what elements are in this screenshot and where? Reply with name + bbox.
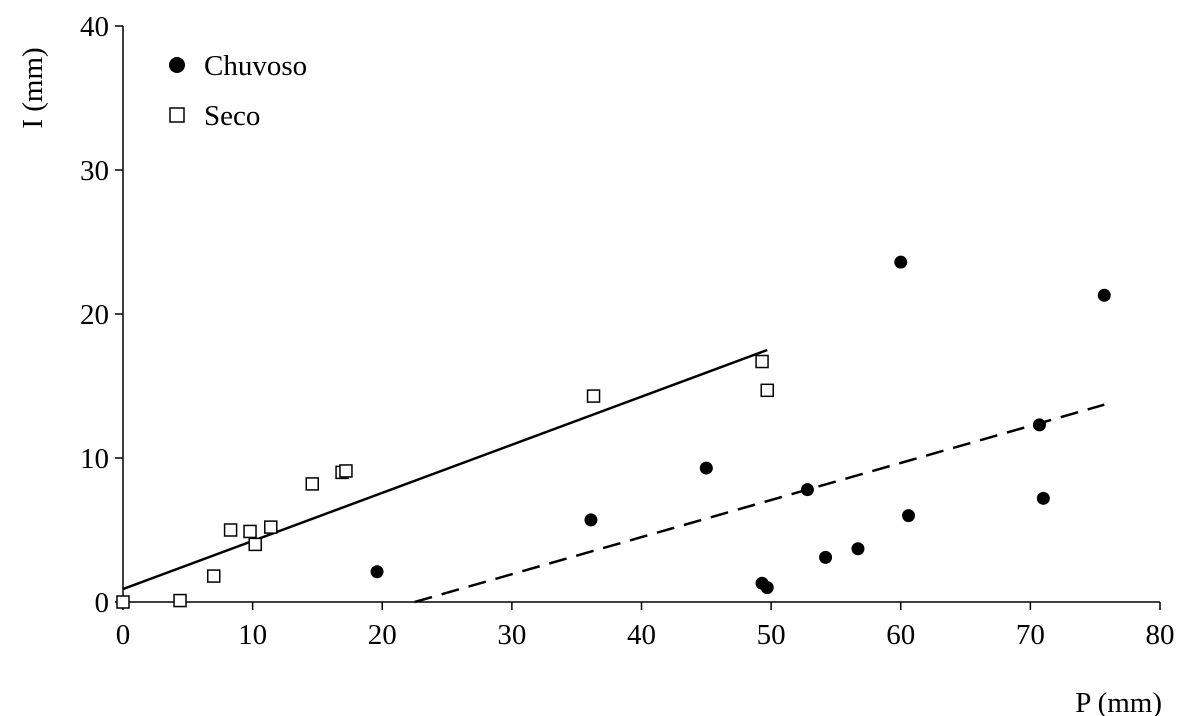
x-tick-label: 30	[497, 619, 526, 651]
x-tick-label: 0	[116, 619, 131, 651]
trendline-seco	[122, 348, 768, 591]
legend-label-seco: Seco	[204, 100, 260, 132]
point-chuvoso	[699, 461, 713, 475]
point-chuvoso	[800, 483, 814, 497]
point-seco	[755, 354, 769, 369]
point-chuvoso	[851, 542, 865, 556]
legend-marker-seco	[169, 107, 185, 123]
trendlines	[122, 348, 1105, 604]
y-tick-label: 10	[80, 443, 109, 475]
point-chuvoso	[894, 255, 908, 269]
legend: Chuvoso Seco	[169, 50, 307, 132]
x-tick-label: 10	[238, 619, 267, 651]
x-tick-label: 80	[1146, 619, 1175, 651]
x-tick-label: 60	[886, 619, 915, 651]
point-chuvoso	[370, 565, 384, 579]
x-tick-label: 50	[757, 619, 786, 651]
point-seco	[264, 520, 278, 534]
point-chuvoso	[819, 550, 833, 564]
x-tick-label: 70	[1016, 619, 1045, 651]
x-axis-label: P (mm)	[1075, 687, 1162, 716]
point-seco	[339, 464, 353, 478]
point-seco	[243, 524, 257, 539]
trendline-chuvoso	[414, 403, 1105, 604]
x-tick-label: 20	[368, 619, 397, 651]
point-chuvoso	[760, 581, 774, 595]
y-tick-label: 20	[80, 299, 109, 331]
point-chuvoso	[902, 509, 916, 523]
y-tick-label: 30	[80, 155, 109, 187]
point-chuvoso	[1097, 288, 1111, 302]
point-seco	[248, 537, 262, 552]
y-axis-label: I (mm)	[17, 47, 49, 128]
point-seco	[760, 383, 774, 398]
point-seco	[305, 477, 320, 491]
point-seco	[116, 595, 130, 609]
point-seco	[206, 569, 221, 583]
point-chuvoso	[1036, 491, 1050, 505]
legend-label-chuvoso: Chuvoso	[204, 50, 307, 82]
axes: 0 10 20 30 40 50 60 70 80 0 10 20 30 40	[80, 11, 1175, 651]
legend-marker-chuvoso	[169, 57, 185, 73]
y-tick-label: 40	[80, 11, 109, 43]
x-tick-label: 40	[627, 619, 656, 651]
y-tick-label: 0	[95, 587, 110, 619]
point-seco	[223, 523, 238, 537]
point-chuvoso	[584, 513, 598, 527]
point-seco	[173, 593, 187, 608]
point-seco	[586, 389, 601, 403]
data-points	[116, 255, 1111, 609]
point-chuvoso	[1032, 418, 1046, 432]
